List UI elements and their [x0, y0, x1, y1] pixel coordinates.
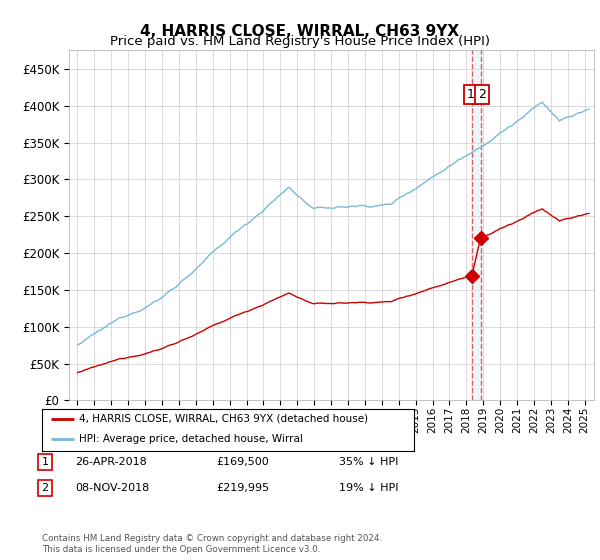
- Text: 4, HARRIS CLOSE, WIRRAL, CH63 9YX (detached house): 4, HARRIS CLOSE, WIRRAL, CH63 9YX (detac…: [79, 414, 368, 424]
- Text: 2: 2: [478, 88, 486, 101]
- Text: £219,995: £219,995: [216, 483, 269, 493]
- Text: 2: 2: [41, 483, 49, 493]
- Text: 26-APR-2018: 26-APR-2018: [75, 457, 147, 467]
- Text: £169,500: £169,500: [216, 457, 269, 467]
- Text: 35% ↓ HPI: 35% ↓ HPI: [339, 457, 398, 467]
- Text: 08-NOV-2018: 08-NOV-2018: [75, 483, 149, 493]
- Bar: [472, 50, 481, 400]
- Text: HPI: Average price, detached house, Wirral: HPI: Average price, detached house, Wirr…: [79, 435, 303, 445]
- Text: Price paid vs. HM Land Registry's House Price Index (HPI): Price paid vs. HM Land Registry's House …: [110, 35, 490, 48]
- Text: 19% ↓ HPI: 19% ↓ HPI: [339, 483, 398, 493]
- Text: 1: 1: [41, 457, 49, 467]
- Text: 1: 1: [467, 88, 475, 101]
- Text: 4, HARRIS CLOSE, WIRRAL, CH63 9YX: 4, HARRIS CLOSE, WIRRAL, CH63 9YX: [140, 24, 460, 39]
- Text: Contains HM Land Registry data © Crown copyright and database right 2024.
This d: Contains HM Land Registry data © Crown c…: [42, 534, 382, 554]
